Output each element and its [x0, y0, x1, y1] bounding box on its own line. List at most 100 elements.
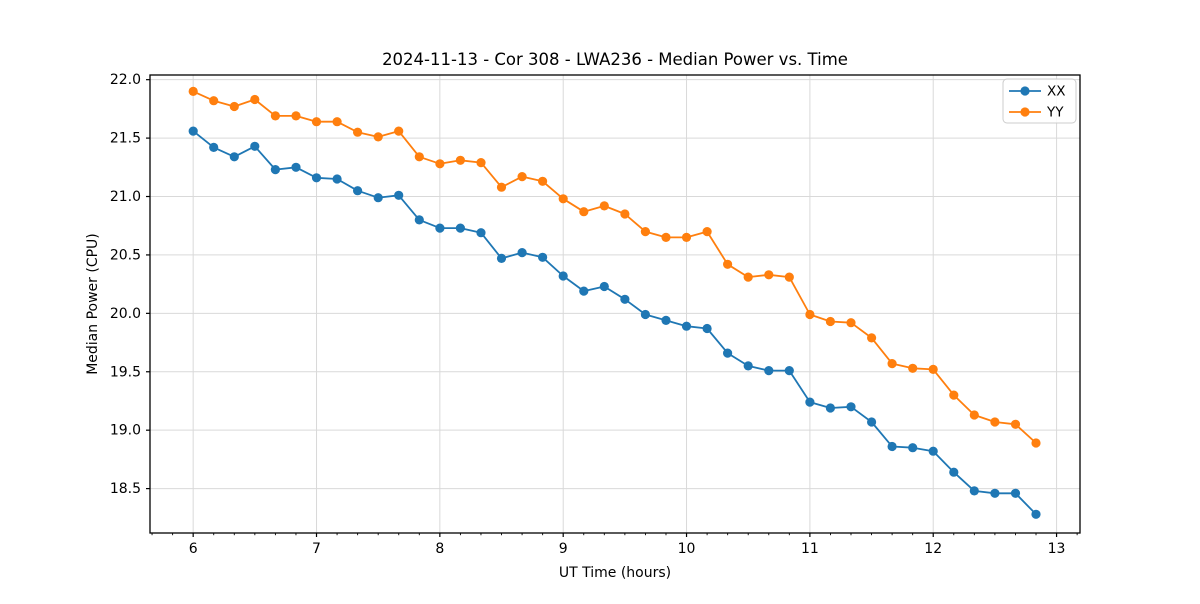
legend-label: XX [1047, 84, 1066, 100]
x-tick-label: 12 [924, 541, 942, 557]
data-point-XX [332, 174, 342, 184]
data-point-YY [805, 309, 815, 320]
data-point-XX [846, 402, 856, 412]
data-point-YY [599, 201, 609, 211]
data-point-YY [353, 127, 363, 137]
data-point-XX [291, 162, 301, 172]
data-point-XX [1010, 488, 1021, 498]
data-point-XX [743, 361, 753, 371]
data-point-XX [517, 248, 527, 258]
chart-title: 2024-11-13 - Cor 308 - LWA236 - Median P… [382, 50, 848, 69]
data-point-XX [414, 215, 424, 225]
data-point-YY [867, 333, 877, 343]
legend-marker-XX [1020, 86, 1030, 96]
data-point-YY [825, 316, 836, 327]
data-point-XX [496, 253, 507, 263]
data-point-YY [681, 232, 692, 242]
legend-item-YY: YY [1009, 105, 1064, 121]
series-line-YY [192, 90, 1037, 444]
data-point-XX [969, 486, 979, 496]
data-point-XX [764, 366, 774, 376]
data-point-YY [949, 390, 959, 400]
data-point-XX [373, 193, 383, 203]
data-point-XX [949, 467, 959, 477]
y-tick-label: 20.5 [110, 247, 141, 263]
y-tick-label: 21.0 [110, 189, 141, 205]
x-tick-label: 13 [1048, 541, 1066, 557]
data-point-XX [620, 294, 630, 304]
data-point-YY [496, 182, 507, 192]
data-point-YY [784, 272, 794, 282]
data-point-YY [723, 259, 733, 269]
data-point-XX [640, 309, 651, 320]
data-point-YY [332, 117, 342, 127]
data-point-XX [723, 348, 733, 358]
data-point-YY [640, 227, 651, 237]
data-point-YY [270, 111, 280, 121]
data-point-YY [1031, 438, 1041, 448]
data-point-YY [928, 364, 938, 374]
data-point-XX [455, 223, 465, 233]
data-point-YY [702, 227, 712, 237]
legend: XX YY [1002, 78, 1077, 124]
data-point-YY [969, 410, 979, 420]
data-point-XX [353, 186, 363, 196]
data-point-XX [681, 321, 692, 331]
data-point-XX [990, 488, 1000, 498]
data-point-XX [250, 141, 260, 151]
y-tick-label: 19.0 [110, 423, 141, 439]
gridlines [150, 75, 1080, 533]
plot-area: 6 7 8 9 10 11 12 13 18.5 19.0 19.5 20.0 20.5 21.0 21.5… [110, 72, 1081, 557]
data-point-YY [846, 318, 856, 328]
data-point-XX [476, 228, 486, 238]
data-point-YY [538, 176, 548, 186]
data-point-XX [928, 446, 938, 456]
y-axis-label: Median Power (CPU) [85, 233, 101, 375]
y-tick-label: 18.5 [110, 481, 141, 497]
data-point-YY [229, 101, 239, 112]
data-point-XX [311, 173, 322, 183]
y-axis: 18.5 19.0 19.5 20.0 20.5 21.0 21.5 22.0 [110, 72, 150, 497]
y-tick-label: 20.0 [110, 306, 141, 322]
data-point-XX [435, 223, 445, 233]
data-point-XX [1031, 509, 1041, 519]
data-point-YY [908, 363, 918, 373]
data-point-YY [250, 94, 260, 105]
series-YY [188, 86, 1041, 448]
data-point-XX [538, 252, 548, 262]
legend-label: YY [1046, 105, 1064, 121]
legend-marker-YY [1020, 107, 1030, 117]
x-minor-ticks [151, 533, 1078, 536]
data-point-YY [661, 232, 671, 242]
data-point-YY [414, 152, 424, 162]
data-point-XX [188, 126, 198, 136]
data-point-YY [209, 96, 219, 106]
data-point-XX [599, 281, 609, 292]
x-tick-label: 11 [801, 541, 819, 557]
data-point-XX [394, 190, 404, 200]
y-tick-label: 22.0 [110, 72, 141, 88]
data-point-XX [702, 323, 712, 334]
data-point-XX [805, 397, 815, 407]
data-point-XX [579, 286, 589, 296]
x-axis-label: UT Time (hours) [559, 565, 671, 581]
data-point-YY [435, 159, 445, 169]
series-XX [188, 126, 1041, 519]
data-point-YY [990, 417, 1000, 427]
data-point-YY [558, 194, 568, 204]
data-point-XX [908, 443, 918, 453]
x-axis: 6 7 8 9 10 11 12 13 [189, 533, 1066, 557]
data-point-YY [620, 209, 630, 219]
x-tick-label: 8 [435, 541, 444, 557]
data-point-XX [558, 271, 568, 281]
plot-border [149, 74, 1081, 534]
data-point-YY [188, 86, 198, 96]
data-point-YY [743, 272, 753, 282]
data-point-YY [455, 155, 465, 165]
data-point-YY [579, 207, 589, 217]
y-tick-label: 21.5 [110, 131, 141, 147]
data-point-YY [887, 359, 897, 369]
y-tick-label: 19.5 [110, 364, 141, 380]
x-tick-label: 6 [189, 541, 198, 557]
